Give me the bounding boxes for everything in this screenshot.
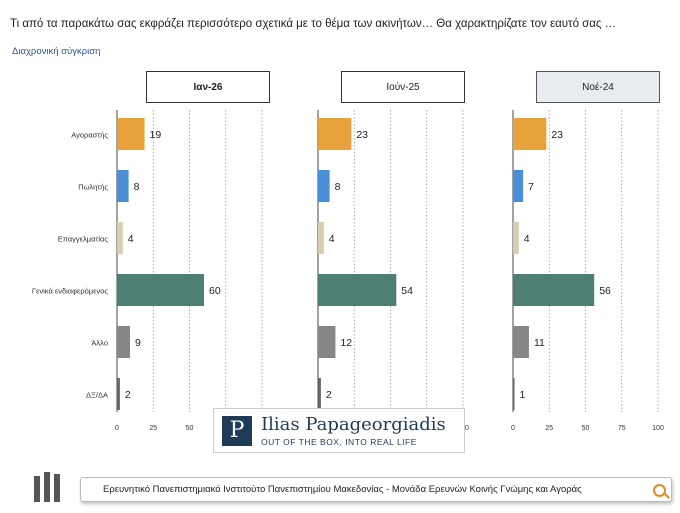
logo-emblem-icon: P xyxy=(222,415,252,446)
data-label: 4 xyxy=(329,233,335,245)
tick-label: 0 xyxy=(511,425,515,432)
data-label: 2 xyxy=(326,389,332,401)
data-label: 23 xyxy=(356,129,368,141)
logo-name: Ilias Papageorgiadis xyxy=(261,413,446,435)
panel-title-1: Ιαν-26 xyxy=(146,71,270,103)
bar xyxy=(117,274,204,306)
category-label: Γενικά ενδιαφερόμενος xyxy=(32,287,108,296)
tick-label: 25 xyxy=(545,425,553,432)
data-label: 2 xyxy=(125,389,131,401)
bar xyxy=(318,378,321,410)
bar xyxy=(513,170,524,202)
category-label: Πωλητής xyxy=(78,183,108,192)
bar xyxy=(318,274,397,306)
data-label: 19 xyxy=(150,129,162,141)
data-label: 4 xyxy=(128,233,134,245)
data-label: 60 xyxy=(209,285,221,297)
panel-title-2: Ιούν-25 xyxy=(341,71,465,103)
category-label: ΔΞ/ΔΑ xyxy=(86,391,108,400)
category-label: Αγοραστής xyxy=(71,131,108,140)
question-title: Τι από τα παρακάτω σας εκφράζει περισσότ… xyxy=(10,18,617,30)
data-label: 12 xyxy=(340,337,352,349)
bar xyxy=(513,222,519,254)
bar xyxy=(318,170,330,202)
logo: P Ilias Papageorgiadis OUT OF THE BOX, I… xyxy=(213,408,465,453)
bar xyxy=(117,378,120,410)
data-label: 54 xyxy=(401,285,413,297)
tick-label: 50 xyxy=(186,425,194,432)
tick-label: 0 xyxy=(115,425,119,432)
subtitle: Διαχρονική σύγκριση xyxy=(12,46,101,57)
category-label: Επαγγελματίας xyxy=(58,235,109,244)
data-label: 8 xyxy=(134,181,140,193)
footer-source: Ερευνητικό Πανεπιστημιακό Ινστιτούτο Παν… xyxy=(80,477,672,502)
bar xyxy=(513,378,515,410)
data-label: 1 xyxy=(520,389,526,401)
panel-title-3: Νοέ-24 xyxy=(536,71,660,103)
data-label: 7 xyxy=(528,181,534,193)
bar xyxy=(513,326,529,358)
data-label: 56 xyxy=(599,285,611,297)
zoom-icon[interactable] xyxy=(653,484,666,497)
data-label: 23 xyxy=(551,129,563,141)
tick-label: 50 xyxy=(582,425,590,432)
data-label: 8 xyxy=(335,181,341,193)
bar xyxy=(117,118,145,150)
bar xyxy=(513,118,547,150)
tick-label: 100 xyxy=(652,425,664,432)
data-label: 4 xyxy=(524,233,530,245)
category-label: Άλλο xyxy=(91,339,108,348)
data-label: 9 xyxy=(135,337,141,349)
logo-tagline: OUT OF THE BOX, INTO REAL LIFE xyxy=(261,436,417,447)
tick-label: 25 xyxy=(149,425,157,432)
bar xyxy=(117,326,131,358)
bar xyxy=(318,118,352,150)
institute-logo-icon xyxy=(34,470,62,502)
bar xyxy=(117,222,123,254)
tick-label: 75 xyxy=(618,425,626,432)
bar xyxy=(318,326,336,358)
bar xyxy=(513,274,595,306)
bar xyxy=(318,222,324,254)
bar xyxy=(117,170,129,202)
data-label: 11 xyxy=(534,337,545,349)
